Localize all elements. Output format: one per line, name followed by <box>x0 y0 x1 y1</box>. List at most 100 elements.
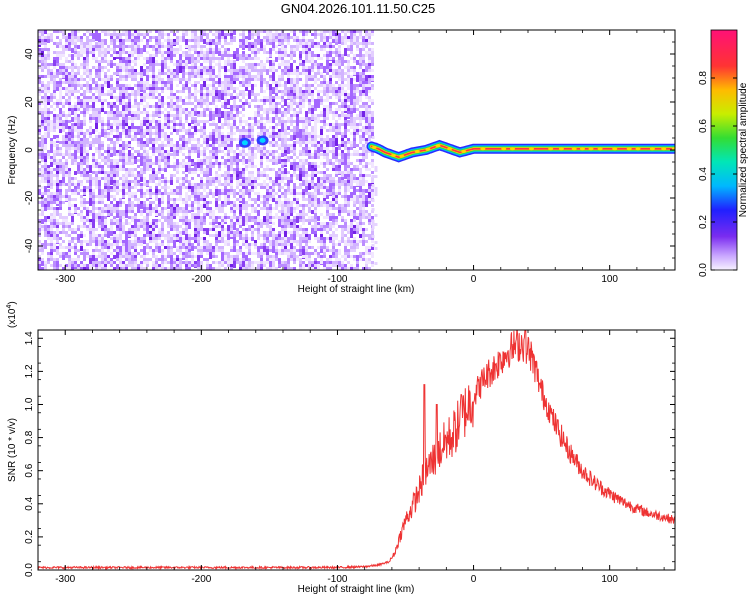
noise-cell <box>302 228 305 231</box>
noise-cell <box>71 228 74 231</box>
noise-cell <box>230 129 233 132</box>
noise-cell <box>224 87 227 90</box>
noise-cell <box>119 231 122 234</box>
noise-cell <box>206 84 209 87</box>
noise-cell <box>242 261 245 270</box>
noise-cell <box>209 171 212 176</box>
noise-cell <box>161 201 164 204</box>
noise-cell <box>107 240 110 243</box>
noise-cell <box>206 162 209 165</box>
noise-cell <box>128 156 131 159</box>
noise-cell <box>224 165 227 168</box>
noise-cell <box>80 141 83 144</box>
noise-cell <box>59 51 62 54</box>
noise-cell <box>158 234 161 237</box>
noise-cell <box>131 78 134 81</box>
noise-cell <box>98 237 101 240</box>
noise-cell <box>206 159 209 162</box>
noise-cell <box>284 69 287 72</box>
noise-cell <box>134 255 137 260</box>
noise-cell <box>113 117 116 120</box>
noise-cell <box>224 186 227 189</box>
noise-cell <box>230 111 233 114</box>
noise-cell <box>305 135 308 143</box>
noise-cell <box>245 129 248 132</box>
noise-cell <box>116 159 119 162</box>
noise-cell <box>89 240 92 243</box>
noise-cell <box>89 78 92 81</box>
noise-cell <box>185 267 188 270</box>
noise-cell <box>146 141 149 144</box>
noise-cell <box>191 96 194 99</box>
noise-cell <box>293 45 296 48</box>
noise-cell <box>266 225 269 228</box>
noise-cell <box>260 129 263 132</box>
noise-cell <box>281 60 284 63</box>
noise-cell <box>143 192 146 195</box>
noise-cell <box>116 45 119 48</box>
noise-cell <box>98 219 101 222</box>
noise-cell <box>299 90 302 93</box>
noise-cell <box>143 87 146 90</box>
noise-cell <box>68 93 71 96</box>
noise-cell <box>125 87 128 90</box>
noise-cell <box>53 153 56 156</box>
noise-cell <box>71 117 74 122</box>
noise-cell <box>86 156 89 159</box>
noise-cell <box>251 165 254 168</box>
noise-cell <box>293 237 296 242</box>
noise-cell <box>95 207 98 210</box>
noise-cell <box>65 87 68 90</box>
noise-cell <box>299 60 302 63</box>
noise-cell <box>206 192 209 195</box>
noise-cell <box>107 177 110 180</box>
noise-cell <box>209 234 212 237</box>
noise-cell <box>209 144 212 147</box>
noise-cell <box>107 45 110 48</box>
noise-cell <box>212 81 215 84</box>
noise-cell <box>89 30 92 33</box>
noise-cell <box>134 159 137 164</box>
noise-cell <box>218 183 221 186</box>
noise-cell <box>116 66 119 69</box>
noise-cell <box>59 141 62 144</box>
noise-cell <box>38 225 41 228</box>
noise-cell <box>104 42 107 45</box>
noise-cell <box>86 264 89 269</box>
noise-cell <box>77 234 80 243</box>
noise-cell <box>218 33 221 42</box>
noise-cell <box>197 231 200 234</box>
noise-cell <box>299 30 302 33</box>
noise-cell <box>149 249 152 252</box>
noise-cell <box>179 108 182 111</box>
noise-cell <box>176 159 179 167</box>
noise-cell <box>152 36 155 39</box>
noise-cell <box>98 177 101 180</box>
noise-cell <box>200 255 203 258</box>
noise-cell <box>125 159 128 162</box>
noise-cell <box>47 39 50 43</box>
noise-cell <box>44 36 47 39</box>
noise-cell <box>206 195 209 198</box>
noise-cell <box>155 171 158 174</box>
noise-cell <box>71 204 74 207</box>
noise-cell <box>161 255 164 258</box>
noise-cell <box>236 231 239 234</box>
noise-cell <box>230 150 233 153</box>
noise-cell <box>257 105 260 108</box>
noise-cell <box>80 261 83 265</box>
noise-cell <box>194 138 197 141</box>
noise-cell <box>287 66 290 69</box>
noise-cell <box>131 90 134 93</box>
noise-cell <box>209 132 212 135</box>
noise-cell <box>50 216 53 219</box>
noise-cell <box>260 264 263 267</box>
noise-cell <box>212 129 215 132</box>
noise-cell <box>62 105 65 108</box>
noise-cell <box>95 186 98 189</box>
noise-cell <box>113 243 116 246</box>
noise-cell <box>194 99 197 102</box>
noise-cell <box>296 42 299 45</box>
noise-cell <box>200 225 203 228</box>
noise-cell <box>200 66 203 69</box>
